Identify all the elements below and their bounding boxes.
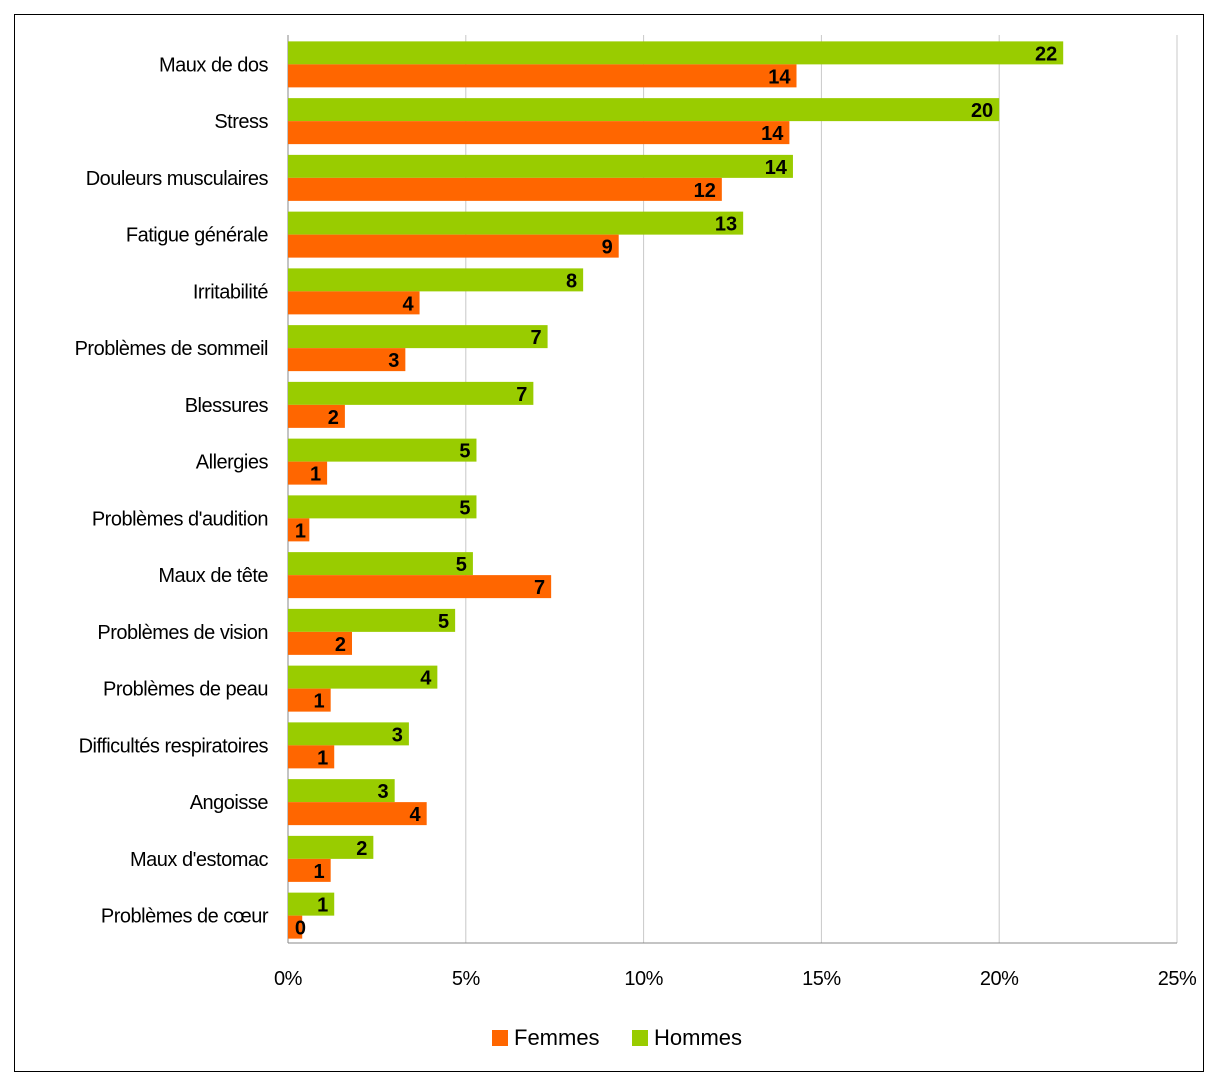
bar-femmes [288, 802, 427, 826]
data-label-femmes: 7 [534, 577, 545, 599]
category-label: Angoisse [190, 792, 269, 814]
category-label: Irritabilité [193, 281, 269, 303]
legend-swatch-hommes [632, 1030, 648, 1046]
bar-hommes [288, 154, 793, 178]
bar-femmes [288, 291, 420, 315]
bar-femmes [288, 404, 345, 428]
bar-femmes [288, 518, 310, 542]
legend-label-hommes: Hommes [654, 1025, 742, 1050]
category-label: Problèmes d'audition [92, 508, 268, 530]
data-label-femmes: 9 [602, 237, 613, 259]
bar-hommes [288, 665, 438, 689]
bar-femmes [288, 461, 328, 485]
category-label: Allergies [196, 452, 269, 474]
data-label-femmes: 4 [402, 293, 414, 315]
data-label-femmes: 1 [317, 747, 328, 769]
data-label-hommes: 5 [459, 441, 470, 463]
data-label-hommes: 2 [356, 838, 367, 860]
data-label-hommes: 4 [420, 668, 432, 690]
x-tick-label: 0% [274, 968, 303, 990]
data-label-femmes: 14 [768, 66, 791, 88]
data-label-hommes: 13 [715, 214, 737, 236]
bar-femmes [288, 234, 619, 258]
bar-hommes [288, 779, 395, 803]
bar-femmes [288, 688, 331, 712]
category-label: Stress [214, 111, 268, 133]
data-label-hommes: 3 [392, 724, 403, 746]
data-label-femmes: 1 [314, 691, 325, 713]
data-label-femmes: 0 [295, 918, 306, 940]
bar-hommes [288, 608, 456, 632]
data-label-hommes: 22 [1035, 43, 1057, 65]
data-label-hommes: 8 [566, 270, 577, 292]
category-label: Maux d'estomac [130, 849, 268, 871]
data-label-hommes: 7 [530, 327, 541, 349]
x-tick-label: 15% [802, 968, 841, 990]
data-label-femmes: 3 [388, 350, 399, 372]
category-label: Problèmes de vision [97, 622, 268, 644]
bar-femmes [288, 177, 722, 201]
category-label: Problèmes de cœur [101, 906, 269, 928]
x-tick-label: 10% [624, 968, 663, 990]
bar-hommes [288, 892, 335, 916]
bar-hommes [288, 722, 409, 746]
legend-swatch-femmes [492, 1030, 508, 1046]
data-label-femmes: 12 [694, 180, 716, 202]
bar-femmes [288, 631, 353, 655]
data-label-femmes: 14 [761, 123, 784, 145]
x-tick-label: 20% [980, 968, 1019, 990]
bar-femmes [288, 64, 797, 88]
category-label: Douleurs musculaires [86, 168, 269, 190]
data-label-hommes: 20 [971, 100, 993, 122]
bar-hommes [288, 552, 473, 576]
data-label-hommes: 3 [378, 781, 389, 803]
category-label: Blessures [185, 395, 269, 417]
data-label-femmes: 4 [410, 804, 422, 826]
bar-hommes [288, 381, 534, 405]
category-label: Problèmes de peau [103, 679, 268, 701]
data-label-femmes: 1 [310, 464, 321, 486]
category-label: Problèmes de sommeil [75, 338, 268, 360]
category-label: Difficultés respiratoires [79, 735, 269, 757]
data-label-femmes: 2 [335, 634, 346, 656]
data-label-femmes: 2 [328, 407, 339, 429]
data-label-hommes: 1 [317, 895, 328, 917]
bar-hommes [288, 438, 477, 462]
bar-femmes [288, 858, 331, 882]
legend-label-femmes: Femmes [514, 1025, 600, 1050]
bar-hommes [288, 325, 548, 349]
bar-femmes [288, 915, 303, 939]
category-label: Fatigue générale [126, 225, 268, 247]
data-label-femmes: 1 [295, 520, 306, 542]
bar-hommes [288, 211, 744, 235]
bar-femmes [288, 575, 552, 599]
category-label: Maux de dos [159, 54, 269, 76]
bar-hommes [288, 98, 1000, 122]
x-tick-label: 25% [1158, 968, 1197, 990]
bar-femmes [288, 745, 335, 769]
bar-hommes [288, 268, 584, 292]
data-label-femmes: 1 [314, 861, 325, 883]
data-label-hommes: 5 [459, 497, 470, 519]
bar-hommes [288, 41, 1064, 65]
data-label-hommes: 5 [456, 554, 467, 576]
data-label-hommes: 5 [438, 611, 449, 633]
bar-hommes [288, 495, 477, 519]
bar-femmes [288, 121, 790, 145]
x-tick-label: 5% [452, 968, 481, 990]
bar-hommes [288, 835, 374, 859]
data-label-hommes: 7 [516, 384, 527, 406]
bar-femmes [288, 348, 406, 372]
category-label: Maux de tête [158, 565, 268, 587]
data-label-hommes: 14 [765, 157, 788, 179]
